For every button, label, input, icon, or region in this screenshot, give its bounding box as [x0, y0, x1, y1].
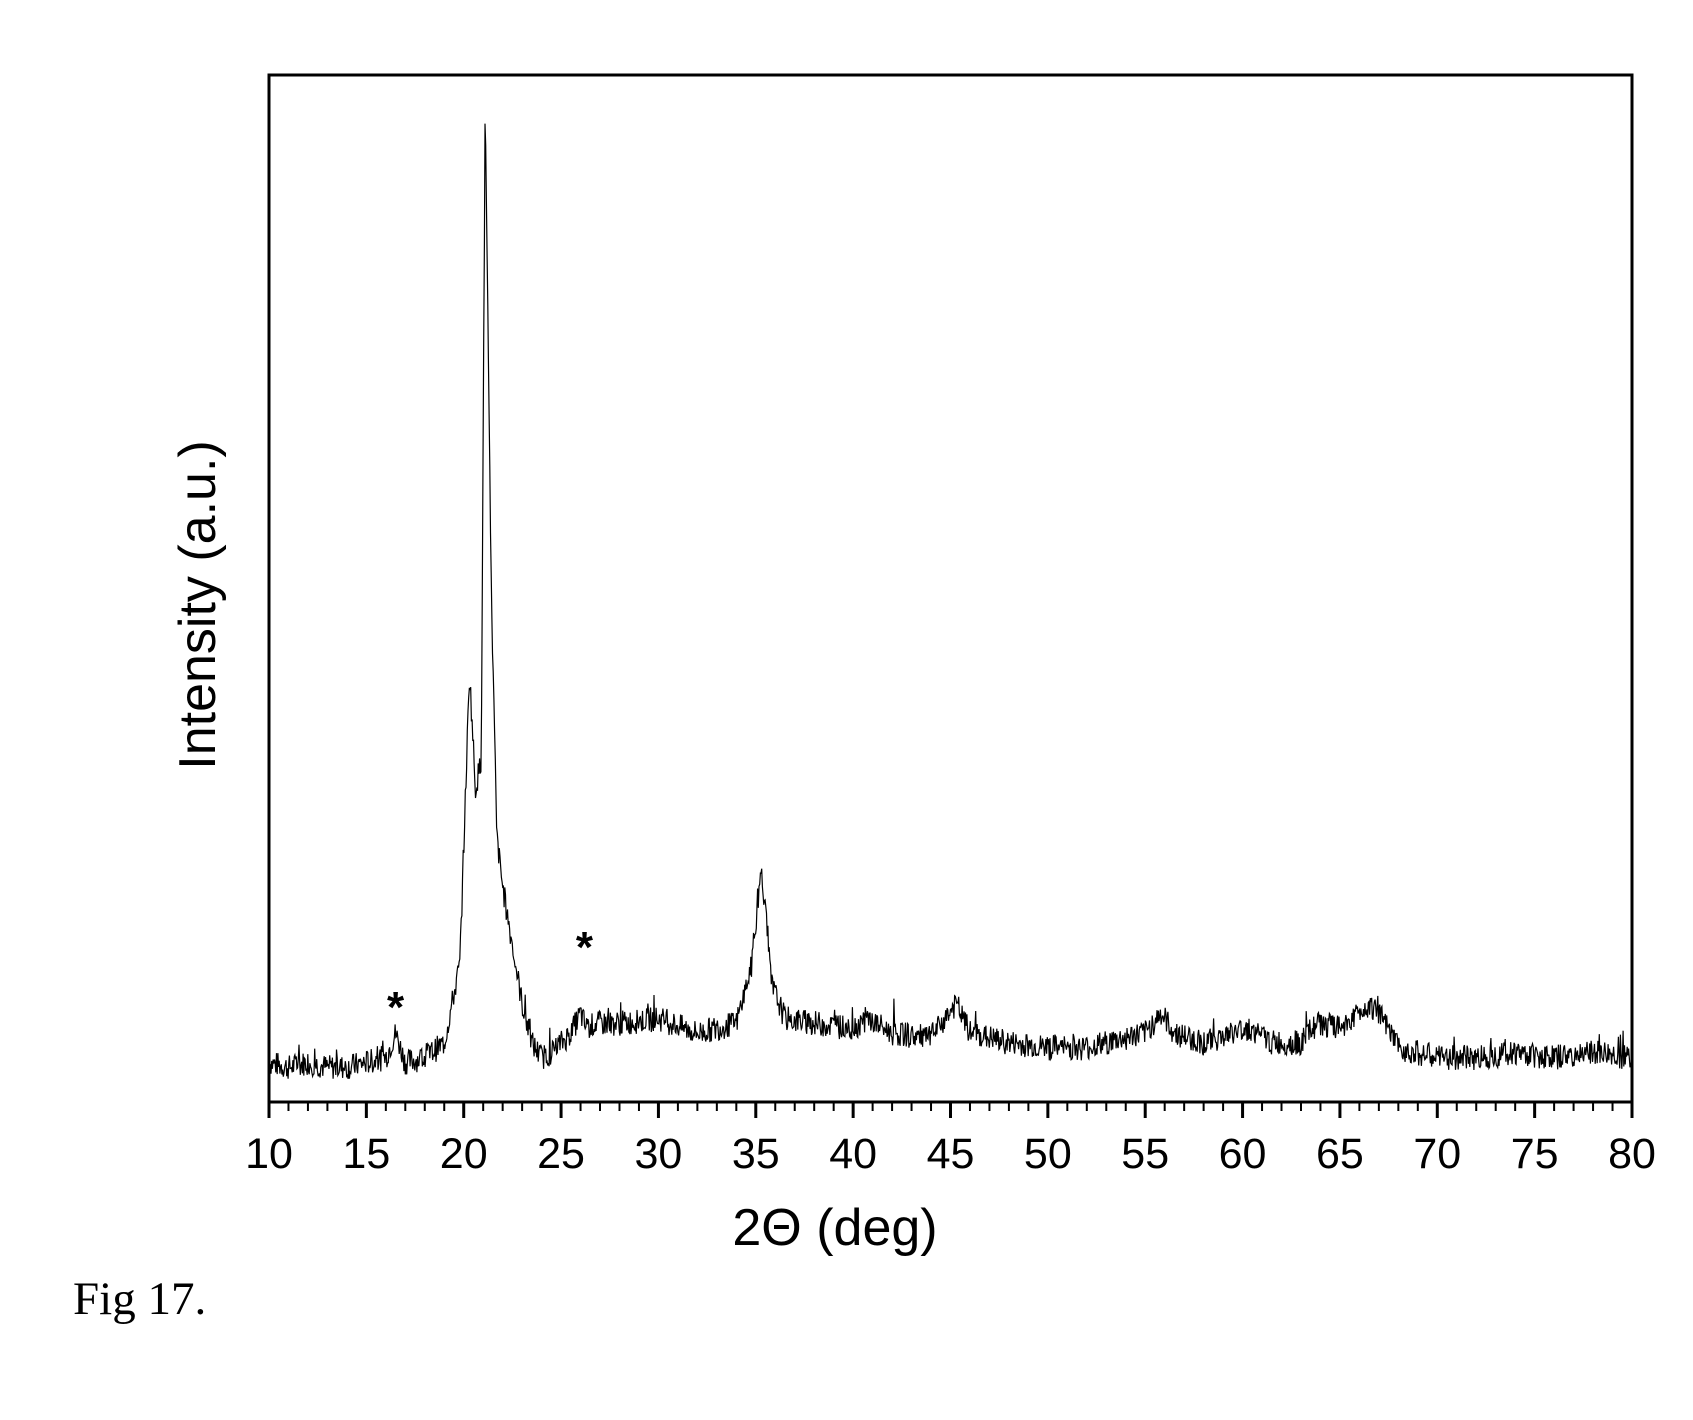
x-tick-label: 35: [732, 1130, 780, 1178]
x-tick-label: 40: [829, 1130, 877, 1178]
x-tick-label: 65: [1316, 1130, 1364, 1178]
x-tick-label: 70: [1413, 1130, 1461, 1178]
peak-marker: *: [576, 923, 594, 972]
tick-marks: [269, 1102, 1632, 1118]
x-tick-labels: 10 15 20 25 30 35 40 45 50 55 60 65 70 75 80: [245, 1130, 1656, 1178]
x-tick-label: 15: [342, 1130, 390, 1178]
x-tick-label: 50: [1024, 1130, 1072, 1178]
x-tick-label: 30: [635, 1130, 683, 1178]
x-tick-label: 80: [1608, 1130, 1656, 1178]
plot-frame: [269, 75, 1632, 1102]
x-axis-title: 2Θ (deg): [732, 1199, 937, 1257]
annotations: **: [387, 923, 594, 1032]
peak-marker: *: [387, 983, 405, 1032]
series-layer: [269, 124, 1632, 1079]
figure-caption: Fig 17.: [73, 1272, 206, 1326]
x-tick-label: 45: [927, 1130, 975, 1178]
xrd-pattern-line: [269, 124, 1632, 1079]
x-tick-label: 20: [440, 1130, 488, 1178]
x-tick-label: 55: [1121, 1130, 1169, 1178]
y-axis-title: Intensity (a.u.): [169, 440, 227, 769]
x-tick-label: 25: [537, 1130, 585, 1178]
x-tick-label: 75: [1511, 1130, 1559, 1178]
x-tick-label: 10: [245, 1130, 293, 1178]
x-tick-label: 60: [1219, 1130, 1267, 1178]
